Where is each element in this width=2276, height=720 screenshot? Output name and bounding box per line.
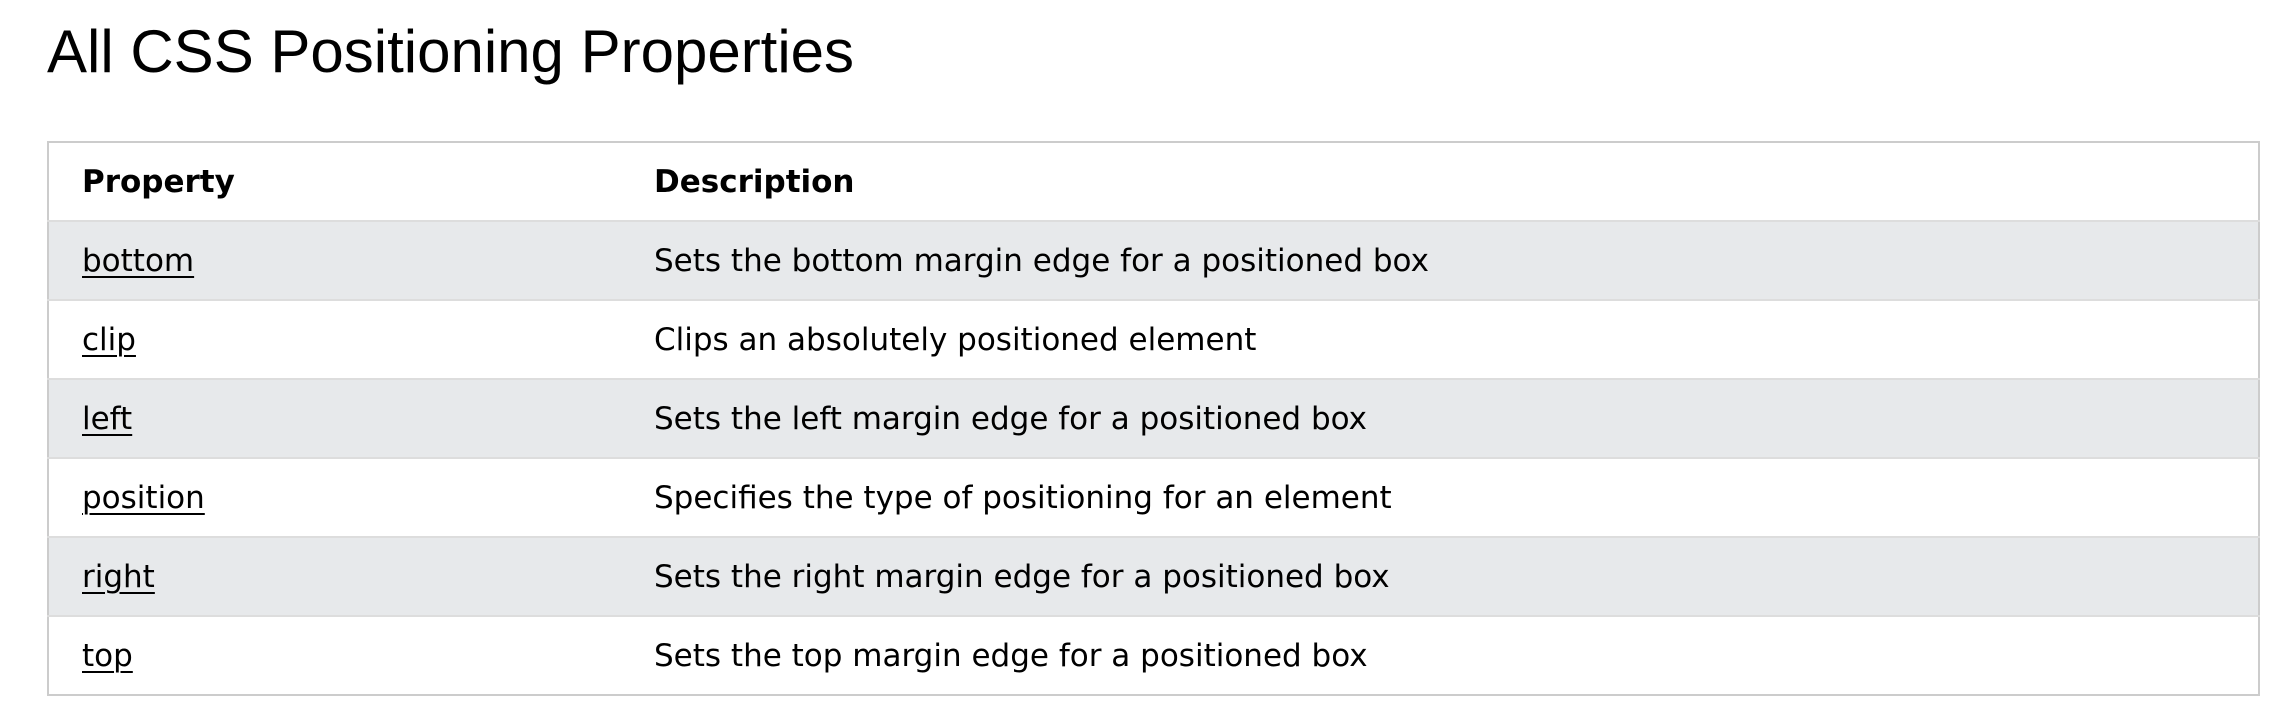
property-link-top[interactable]: top xyxy=(82,637,133,674)
property-link-position[interactable]: position xyxy=(82,479,205,516)
property-link-bottom[interactable]: bottom xyxy=(82,242,195,279)
column-header-property: Property xyxy=(82,163,235,200)
properties-table: Property Description bottom Sets the bot… xyxy=(47,141,2260,696)
property-link-clip[interactable]: clip xyxy=(82,321,136,358)
property-cell: left xyxy=(48,379,621,458)
property-link-right[interactable]: right xyxy=(82,558,155,595)
table-row: top Sets the top margin edge for a posit… xyxy=(48,616,2259,695)
description-cell: Sets the right margin edge for a positio… xyxy=(654,558,1390,595)
table-row: clip Clips an absolutely positioned elem… xyxy=(48,300,2259,379)
property-cell: clip xyxy=(48,300,621,379)
description-cell: Clips an absolutely positioned element xyxy=(654,321,1257,358)
table-row: right Sets the right margin edge for a p… xyxy=(48,537,2259,616)
property-cell: position xyxy=(48,458,621,537)
page-title: All CSS Positioning Properties xyxy=(47,18,855,85)
property-cell: top xyxy=(48,616,621,695)
description-cell: Specifies the type of positioning for an… xyxy=(654,479,1392,516)
property-cell: right xyxy=(48,537,621,616)
property-cell: bottom xyxy=(48,221,621,300)
table-header-row: Property Description xyxy=(48,142,2259,221)
table-row: position Specifies the type of positioni… xyxy=(48,458,2259,537)
property-link-left[interactable]: left xyxy=(82,400,133,437)
table-row: left Sets the left margin edge for a pos… xyxy=(48,379,2259,458)
column-header-description: Description xyxy=(654,163,855,200)
description-cell: Sets the top margin edge for a positione… xyxy=(654,637,1368,674)
description-cell: Sets the left margin edge for a position… xyxy=(654,400,1367,437)
description-cell: Sets the bottom margin edge for a positi… xyxy=(654,242,1429,279)
table-row: bottom Sets the bottom margin edge for a… xyxy=(48,221,2259,300)
